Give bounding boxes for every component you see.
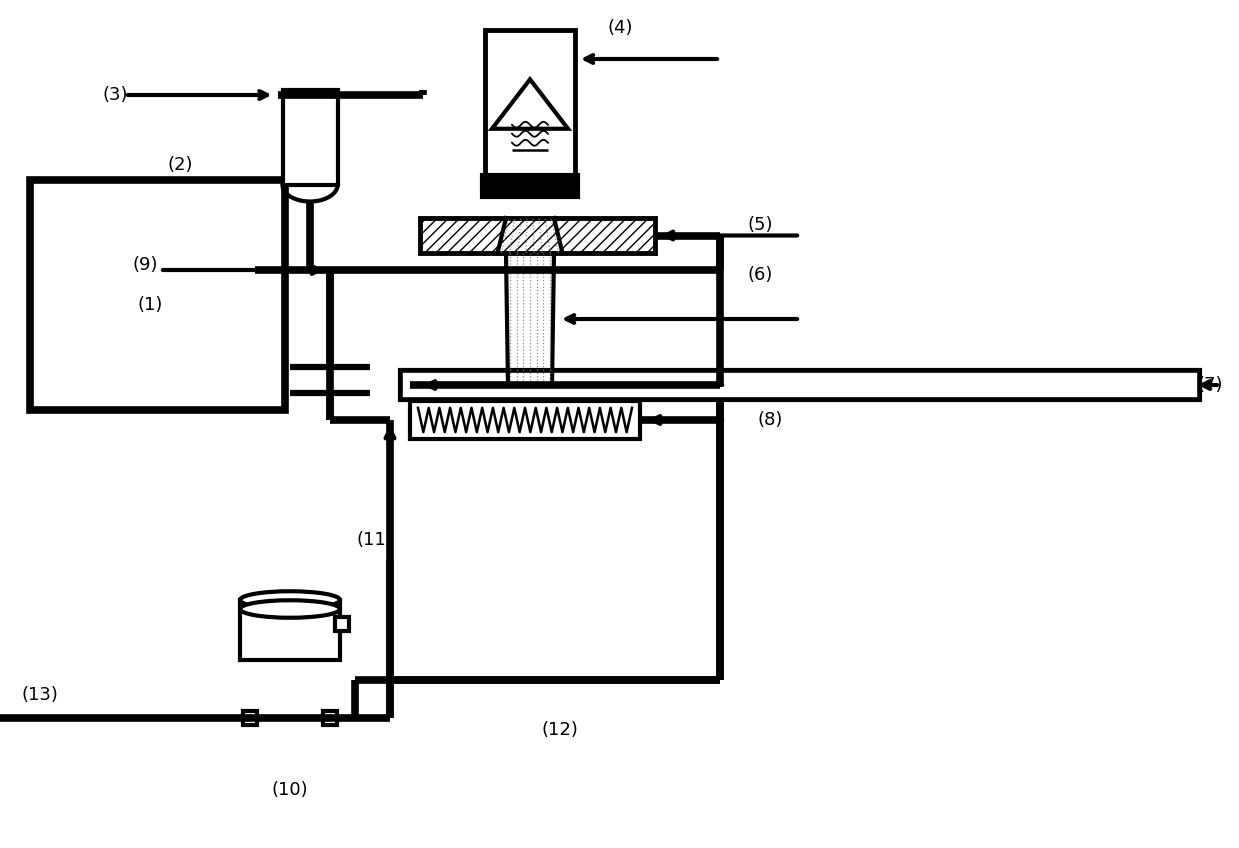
Text: (11): (11) xyxy=(357,531,393,549)
Text: (8): (8) xyxy=(757,411,783,429)
Ellipse shape xyxy=(240,600,339,617)
Bar xyxy=(403,373,1197,397)
Bar xyxy=(410,401,641,439)
Text: (13): (13) xyxy=(21,686,58,704)
Bar xyxy=(400,370,1201,400)
Bar xyxy=(420,218,655,253)
Bar xyxy=(323,711,337,725)
Text: (3): (3) xyxy=(103,86,128,104)
Text: (12): (12) xyxy=(541,721,579,739)
Bar xyxy=(282,90,337,185)
Text: (10): (10) xyxy=(271,781,309,799)
Text: (2): (2) xyxy=(167,156,193,174)
Text: (4): (4) xyxy=(607,19,633,37)
Bar xyxy=(243,711,256,725)
Text: (6): (6) xyxy=(747,266,773,284)
Bar xyxy=(335,617,349,631)
Bar xyxy=(240,600,339,660)
Text: (5): (5) xyxy=(747,216,773,234)
Text: (1): (1) xyxy=(138,296,162,314)
Bar xyxy=(30,180,285,410)
Bar xyxy=(482,175,579,197)
Text: (9): (9) xyxy=(133,256,157,274)
Bar xyxy=(484,30,575,175)
Ellipse shape xyxy=(240,591,339,609)
Text: (7): (7) xyxy=(1197,376,1223,394)
